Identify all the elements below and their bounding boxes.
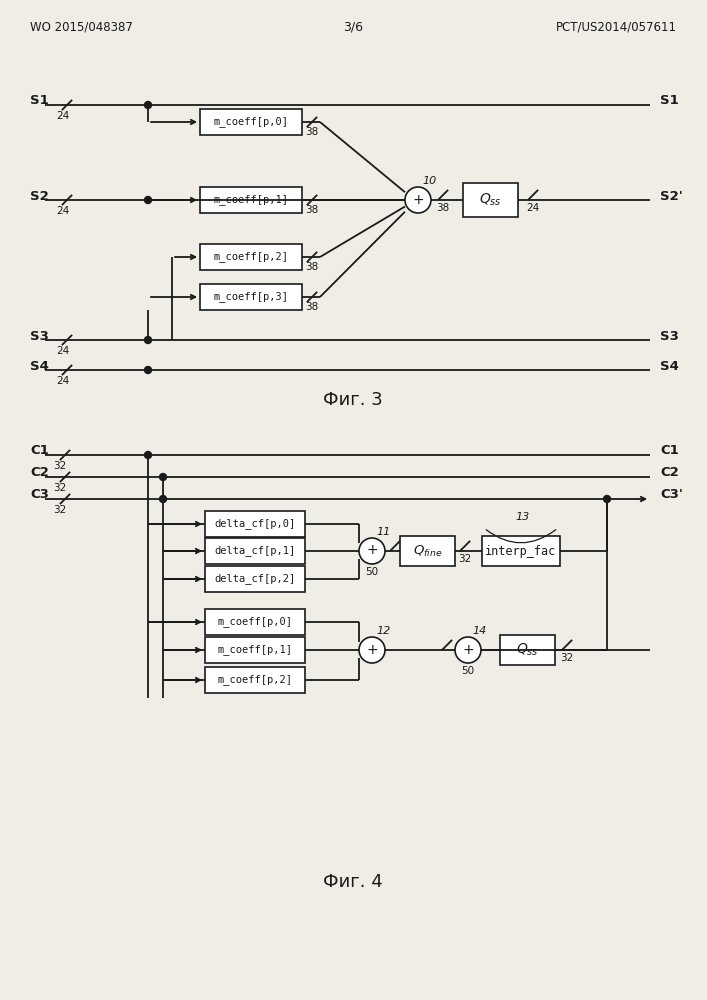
Text: delta_cf[p,1]: delta_cf[p,1]: [214, 546, 296, 556]
Text: delta_cf[p,2]: delta_cf[p,2]: [214, 574, 296, 584]
Text: 24: 24: [57, 206, 69, 216]
Text: 38: 38: [305, 302, 319, 312]
Text: S2: S2: [30, 190, 49, 202]
Text: 50: 50: [462, 666, 474, 676]
Text: m_coeff[p,2]: m_coeff[p,2]: [214, 252, 288, 262]
Text: +: +: [366, 643, 378, 656]
Text: S3: S3: [660, 330, 679, 342]
Bar: [205, 637, 305, 663]
Text: +: +: [462, 643, 474, 656]
Bar: [205, 566, 305, 592]
Text: m_coeff[p,0]: m_coeff[p,0]: [218, 617, 293, 627]
Text: interp_fac: interp_fac: [486, 544, 556, 558]
Text: C1: C1: [660, 444, 679, 458]
Text: 11: 11: [376, 527, 390, 537]
Circle shape: [160, 474, 167, 481]
Text: m_coeff[p,2]: m_coeff[p,2]: [218, 675, 293, 685]
Text: $Q_{ss}$: $Q_{ss}$: [479, 192, 502, 208]
Text: Фиг. 4: Фиг. 4: [323, 873, 383, 891]
Circle shape: [359, 538, 385, 564]
Text: C1: C1: [30, 444, 49, 458]
Text: 32: 32: [458, 554, 472, 564]
Text: $Q_{fine}$: $Q_{fine}$: [413, 543, 442, 559]
Bar: [205, 538, 305, 564]
Text: PCT/US2014/057611: PCT/US2014/057611: [556, 20, 677, 33]
Bar: [205, 511, 305, 537]
Circle shape: [359, 637, 385, 663]
Circle shape: [455, 637, 481, 663]
Text: 24: 24: [57, 376, 69, 386]
Text: S4: S4: [660, 360, 679, 372]
Text: 13: 13: [516, 512, 530, 522]
Circle shape: [405, 187, 431, 213]
Text: 38: 38: [436, 203, 450, 213]
Text: 24: 24: [57, 346, 69, 356]
Text: C2: C2: [30, 466, 49, 480]
Text: 50: 50: [366, 567, 378, 577]
Text: 38: 38: [305, 262, 319, 272]
Text: 38: 38: [305, 205, 319, 215]
Text: m_coeff[p,1]: m_coeff[p,1]: [218, 645, 293, 655]
Text: 3/6: 3/6: [343, 20, 363, 33]
Text: S1: S1: [30, 95, 49, 107]
Text: 32: 32: [53, 461, 66, 471]
Text: S3: S3: [30, 330, 49, 342]
Bar: [463, 183, 518, 217]
Text: C3': C3': [660, 488, 683, 502]
Text: 38: 38: [305, 127, 319, 137]
Text: S2': S2': [660, 190, 683, 202]
Circle shape: [144, 452, 151, 458]
Text: 24: 24: [57, 111, 69, 121]
Bar: [200, 284, 302, 310]
Text: 12: 12: [376, 626, 390, 636]
Text: C3: C3: [30, 488, 49, 502]
Text: m_coeff[p,3]: m_coeff[p,3]: [214, 292, 288, 302]
Circle shape: [144, 196, 151, 204]
Circle shape: [604, 495, 611, 502]
Circle shape: [144, 102, 151, 108]
Text: 24: 24: [527, 203, 539, 213]
Text: 10: 10: [422, 176, 436, 186]
Text: 32: 32: [561, 653, 573, 663]
Text: delta_cf[p,0]: delta_cf[p,0]: [214, 519, 296, 529]
Circle shape: [160, 495, 167, 502]
Bar: [205, 609, 305, 635]
Text: $Q_{ss}$: $Q_{ss}$: [516, 642, 539, 658]
Circle shape: [144, 366, 151, 373]
Text: m_coeff[p,1]: m_coeff[p,1]: [214, 195, 288, 205]
Bar: [200, 109, 302, 135]
Bar: [500, 635, 555, 665]
Text: WO 2015/048387: WO 2015/048387: [30, 20, 133, 33]
Bar: [400, 536, 455, 566]
Bar: [200, 244, 302, 270]
Text: 14: 14: [472, 626, 486, 636]
Circle shape: [144, 336, 151, 344]
Text: C2: C2: [660, 466, 679, 480]
Text: +: +: [412, 192, 423, 207]
Bar: [482, 536, 560, 566]
Text: S4: S4: [30, 360, 49, 372]
Text: +: +: [366, 544, 378, 558]
Bar: [205, 667, 305, 693]
Bar: [200, 187, 302, 213]
Text: Фиг. 3: Фиг. 3: [323, 391, 383, 409]
Text: S1: S1: [660, 95, 679, 107]
Text: 32: 32: [53, 483, 66, 493]
Text: 32: 32: [53, 505, 66, 515]
Text: m_coeff[p,0]: m_coeff[p,0]: [214, 117, 288, 127]
